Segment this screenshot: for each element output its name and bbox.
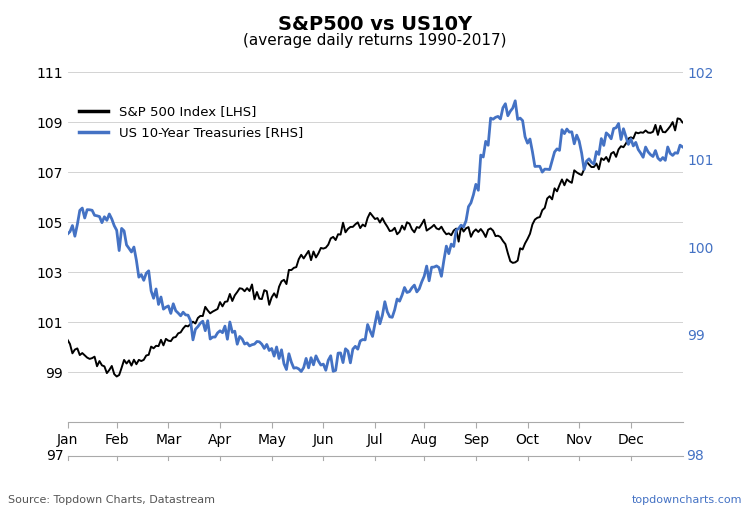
Text: 97: 97 bbox=[46, 449, 64, 463]
S&P 500 Index [LHS] bbox=[63, 337, 72, 343]
S&P 500 Index [LHS] bbox=[112, 373, 122, 380]
S&P 500 Index [LHS] bbox=[673, 115, 682, 122]
S&P 500 Index [LHS] bbox=[346, 224, 355, 230]
US 10-Year Treasuries [RHS] bbox=[482, 138, 490, 144]
S&P 500 Index [LHS] bbox=[430, 222, 439, 228]
Legend: S&P 500 Index [LHS], US 10-Year Treasuries [RHS]: S&P 500 Index [LHS], US 10-Year Treasuri… bbox=[74, 100, 308, 145]
US 10-Year Treasuries [RHS] bbox=[437, 273, 446, 279]
S&P 500 Index [LHS] bbox=[437, 224, 446, 230]
US 10-Year Treasuries [RHS] bbox=[511, 98, 520, 104]
S&P 500 Index [LHS] bbox=[307, 257, 316, 263]
Text: S&P500 vs US10Y: S&P500 vs US10Y bbox=[278, 15, 472, 35]
US 10-Year Treasuries [RHS] bbox=[307, 355, 316, 361]
US 10-Year Treasuries [RHS] bbox=[297, 368, 306, 374]
Text: Source: Topdown Charts, Datastream: Source: Topdown Charts, Datastream bbox=[8, 495, 214, 505]
Line: US 10-Year Treasuries [RHS]: US 10-Year Treasuries [RHS] bbox=[68, 101, 682, 371]
Text: (average daily returns 1990-2017): (average daily returns 1990-2017) bbox=[243, 33, 507, 48]
S&P 500 Index [LHS] bbox=[678, 119, 687, 126]
Text: 98: 98 bbox=[686, 449, 704, 463]
S&P 500 Index [LHS] bbox=[528, 221, 537, 228]
US 10-Year Treasuries [RHS] bbox=[678, 144, 687, 150]
US 10-Year Treasuries [RHS] bbox=[346, 360, 355, 366]
Text: topdowncharts.com: topdowncharts.com bbox=[632, 495, 742, 505]
US 10-Year Treasuries [RHS] bbox=[430, 264, 439, 270]
US 10-Year Treasuries [RHS] bbox=[63, 231, 72, 237]
S&P 500 Index [LHS] bbox=[482, 234, 490, 240]
US 10-Year Treasuries [RHS] bbox=[530, 163, 539, 169]
Line: S&P 500 Index [LHS]: S&P 500 Index [LHS] bbox=[68, 118, 682, 376]
